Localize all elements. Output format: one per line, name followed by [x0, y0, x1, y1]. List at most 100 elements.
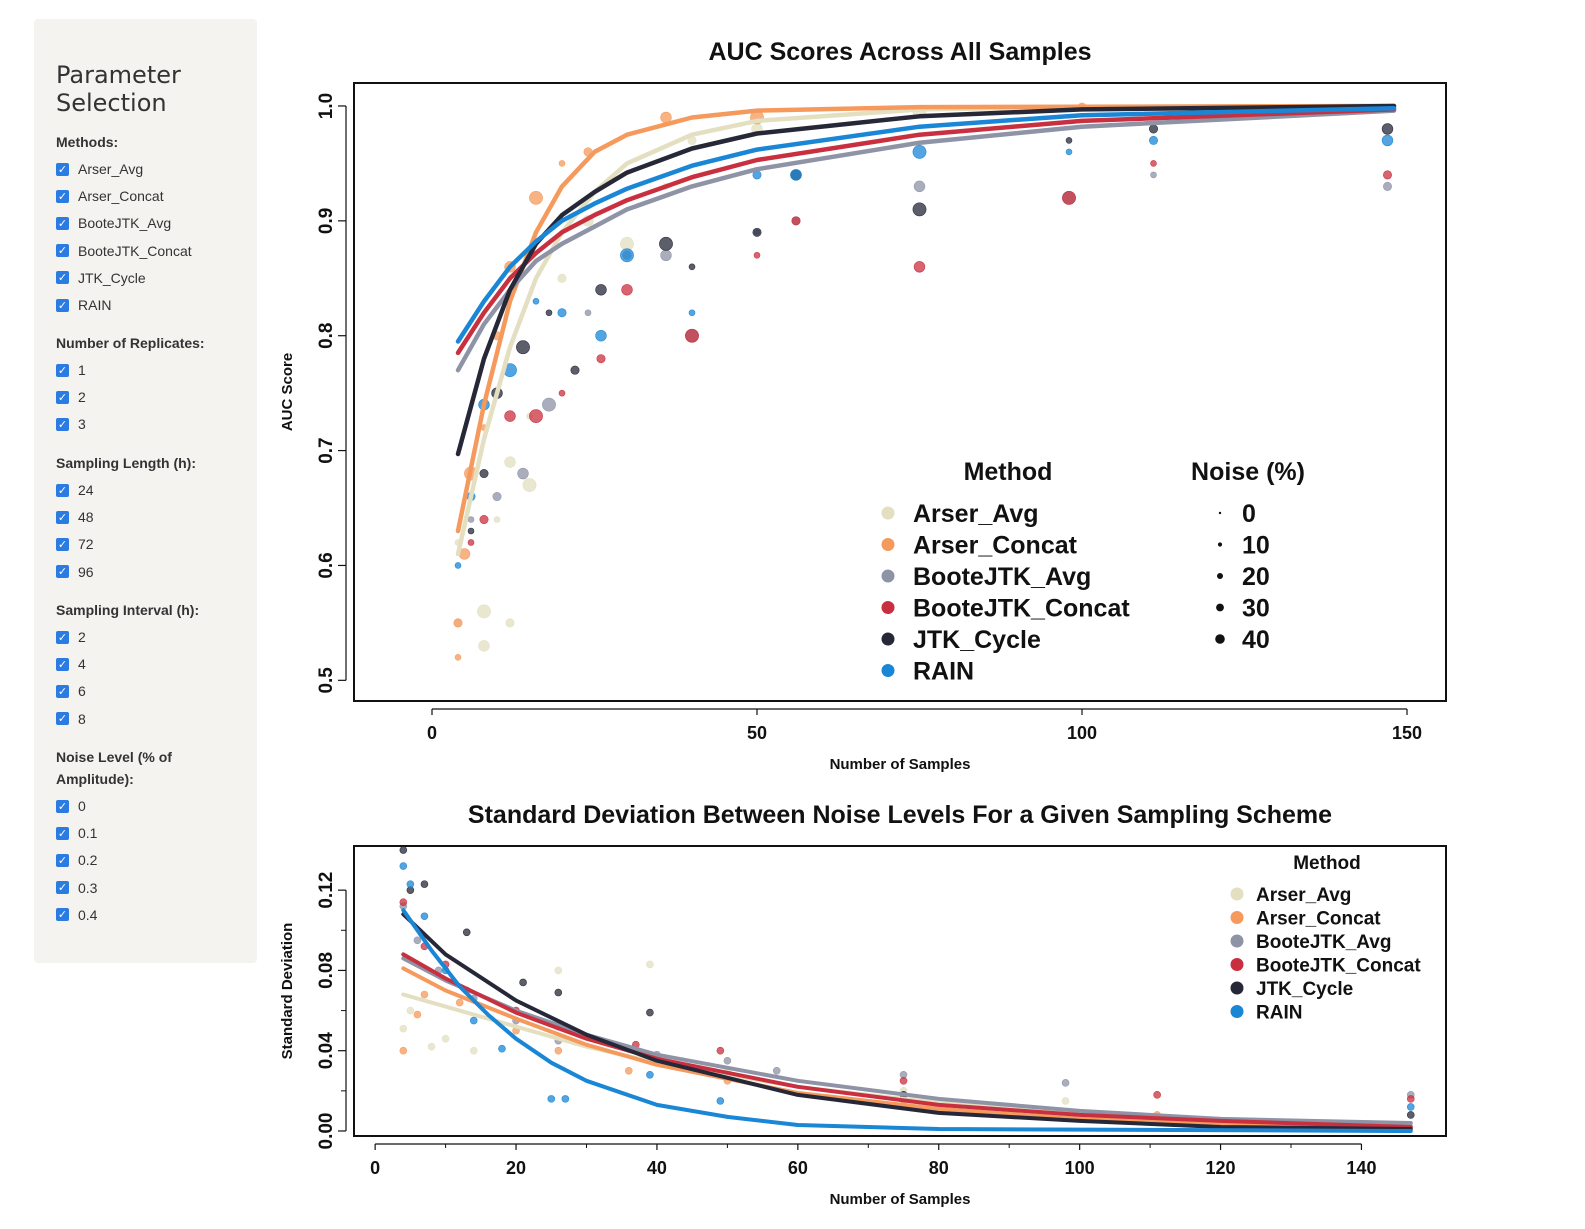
- checkbox-checked-icon[interactable]: ✓: [56, 483, 69, 497]
- checkbox-sampling-interval-h-4[interactable]: ✓ 4: [56, 653, 86, 675]
- checkbox-label: 2: [78, 389, 86, 406]
- checkbox-methods-jtk-cycle[interactable]: ✓ JTK_Cycle: [56, 267, 146, 289]
- checkbox-checked-icon[interactable]: ✓: [56, 363, 69, 377]
- data-point: [399, 846, 408, 854]
- checkbox-methods-rain[interactable]: ✓ RAIN: [56, 294, 111, 316]
- x-tick-label: 50: [747, 723, 767, 743]
- x-tick-label: 120: [1206, 1158, 1236, 1178]
- data-point: [899, 1077, 908, 1085]
- legend-swatch-Arser_Concat: [1230, 911, 1244, 924]
- data-point: [479, 469, 489, 479]
- legend-label: JTK_Cycle: [913, 626, 1041, 654]
- checkbox-noise-level-of-amplitude-0[interactable]: ✓ 0: [56, 795, 86, 817]
- data-point: [621, 284, 633, 296]
- checkbox-sampling-length-h-48[interactable]: ✓ 48: [56, 506, 94, 528]
- legend-label: Arser_Avg: [1256, 885, 1351, 906]
- checkbox-checked-icon[interactable]: ✓: [56, 565, 69, 579]
- data-point: [420, 912, 429, 921]
- data-point: [1381, 123, 1394, 135]
- y-tick-label: 0.9: [316, 208, 337, 234]
- checkbox-label: 3: [78, 416, 86, 433]
- checkbox-checked-icon[interactable]: ✓: [56, 162, 69, 176]
- checkbox-label: 48: [78, 509, 94, 526]
- checkbox-checked-icon[interactable]: ✓: [56, 244, 69, 258]
- data-point: [1406, 1111, 1415, 1119]
- checkbox-sampling-interval-h-8[interactable]: ✓ 8: [56, 708, 86, 730]
- data-point: [454, 562, 462, 569]
- data-point: [413, 936, 422, 945]
- checkbox-label: 6: [78, 683, 86, 700]
- checkbox-methods-arser-concat[interactable]: ✓ Arser_Concat: [56, 185, 164, 207]
- data-point: [427, 1042, 436, 1051]
- fit-line-BooteJTK_Concat: [455, 107, 1397, 356]
- checkbox-methods-bootejtk-avg[interactable]: ✓ BooteJTK_Avg: [56, 212, 171, 234]
- data-point: [913, 180, 926, 193]
- checkbox-noise-level-of-amplitude-0-1[interactable]: ✓ 0.1: [56, 822, 97, 844]
- checkbox-checked-icon[interactable]: ✓: [56, 189, 69, 203]
- legend-swatch-BooteJTK_Avg: [881, 569, 895, 583]
- checkbox-label: 4: [78, 656, 86, 673]
- data-point: [912, 145, 927, 159]
- checkbox-number-of-replicates-1[interactable]: ✓ 1: [56, 359, 86, 381]
- checkbox-checked-icon[interactable]: ✓: [56, 657, 69, 671]
- checkbox-methods-bootejtk-concat[interactable]: ✓ BooteJTK_Concat: [56, 240, 192, 262]
- data-point: [716, 1046, 725, 1055]
- checkbox-checked-icon[interactable]: ✓: [56, 417, 69, 431]
- checkbox-label: 8: [78, 710, 86, 727]
- legend-label: BooteJTK_Concat: [1256, 956, 1421, 977]
- checkbox-methods-arser-avg[interactable]: ✓ Arser_Avg: [56, 158, 143, 180]
- checkbox-checked-icon[interactable]: ✓: [56, 853, 69, 867]
- data-point: [557, 273, 567, 283]
- legend-swatch-Arser_Avg: [881, 506, 895, 520]
- checkbox-checked-icon[interactable]: ✓: [56, 390, 69, 404]
- data-point: [1153, 1091, 1161, 1099]
- y-tick-label: 0.6: [316, 552, 337, 578]
- fit-line-BooteJTK_Concat: [401, 952, 1413, 1129]
- data-point: [504, 456, 516, 468]
- checkbox-label: 0.4: [78, 906, 98, 923]
- checkbox-checked-icon[interactable]: ✓: [56, 271, 69, 285]
- data-point: [504, 410, 516, 422]
- checkbox-noise-level-of-amplitude-0-2[interactable]: ✓ 0.2: [56, 849, 97, 871]
- checkbox-checked-icon[interactable]: ✓: [56, 510, 69, 524]
- checkbox-sampling-interval-h-6[interactable]: ✓ 6: [56, 680, 86, 702]
- checkbox-checked-icon[interactable]: ✓: [56, 298, 69, 312]
- checkbox-label: 0.3: [78, 879, 98, 896]
- checkbox-checked-icon[interactable]: ✓: [56, 881, 69, 895]
- checkbox-number-of-replicates-3[interactable]: ✓ 3: [56, 413, 86, 435]
- checkbox-number-of-replicates-2[interactable]: ✓ 2: [56, 386, 86, 408]
- checkbox-noise-level-of-amplitude-0-4[interactable]: ✓ 0.4: [56, 904, 97, 926]
- series-points-Arser_Avg: [399, 960, 1070, 1105]
- legend-label: BooteJTK_Avg: [1256, 932, 1391, 953]
- legend-method-title: Method: [964, 458, 1053, 486]
- checkbox-noise-level-of-amplitude-0-3[interactable]: ✓ 0.3: [56, 877, 97, 899]
- checkbox-sampling-interval-h-2[interactable]: ✓ 2: [56, 626, 86, 648]
- checkbox-sampling-length-h-72[interactable]: ✓ 72: [56, 533, 94, 555]
- data-point: [1065, 137, 1073, 144]
- x-axis-label: Number of Samples: [830, 756, 971, 773]
- auc-chart: AUC Scores Across All Samples 0.5 0.6 0.7 0.…: [279, 38, 1447, 773]
- data-point: [519, 978, 527, 987]
- checkbox-checked-icon[interactable]: ✓: [56, 908, 69, 922]
- checkbox-sampling-length-h-96[interactable]: ✓ 96: [56, 561, 94, 583]
- checkbox-checked-icon[interactable]: ✓: [56, 684, 69, 698]
- legend-swatch-BooteJTK_Avg: [1230, 934, 1244, 948]
- checkbox-checked-icon[interactable]: ✓: [56, 216, 69, 230]
- checkbox-checked-icon[interactable]: ✓: [56, 799, 69, 813]
- checkbox-sampling-length-h-24[interactable]: ✓ 24: [56, 479, 94, 501]
- checkbox-checked-icon[interactable]: ✓: [56, 630, 69, 644]
- legend-swatch-JTK_Cycle: [881, 632, 895, 646]
- legend-label: Arser_Avg: [913, 500, 1039, 528]
- checkbox-checked-icon[interactable]: ✓: [56, 712, 69, 726]
- data-point: [517, 467, 529, 480]
- x-tick-label: 0: [427, 723, 437, 743]
- data-point: [584, 309, 592, 317]
- data-point: [646, 960, 654, 969]
- y-tick-label: 1.0: [316, 93, 337, 119]
- legend-label: Arser_Concat: [1256, 909, 1381, 930]
- legend-noise-label: 10: [1242, 532, 1270, 560]
- checkbox-checked-icon[interactable]: ✓: [56, 537, 69, 551]
- checkbox-checked-icon[interactable]: ✓: [56, 826, 69, 840]
- y-tick-label: 0.8: [316, 323, 337, 349]
- data-point: [557, 308, 567, 318]
